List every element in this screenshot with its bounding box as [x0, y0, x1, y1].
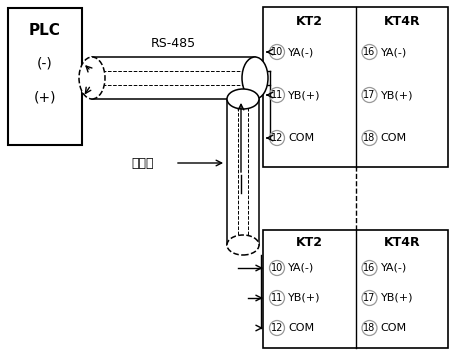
- Text: 18: 18: [364, 133, 376, 143]
- Bar: [8, 8, 82, 145]
- Bar: [92, 57, 255, 99]
- Text: COM: COM: [288, 323, 314, 333]
- Text: YA(-): YA(-): [288, 263, 314, 273]
- Bar: [227, 99, 259, 245]
- Text: 17: 17: [363, 90, 376, 100]
- Text: YB(+): YB(+): [288, 90, 320, 100]
- Text: KT2: KT2: [296, 235, 323, 248]
- Text: 12: 12: [271, 133, 283, 143]
- Text: YA(-): YA(-): [288, 47, 314, 57]
- Text: YA(-): YA(-): [381, 47, 407, 57]
- Text: 11: 11: [271, 90, 283, 100]
- Text: 12: 12: [271, 323, 283, 333]
- Bar: [263, 7, 448, 167]
- Text: COM: COM: [381, 323, 407, 333]
- Text: (+): (+): [34, 90, 56, 104]
- Ellipse shape: [227, 235, 259, 255]
- Text: COM: COM: [288, 133, 314, 143]
- Text: 10: 10: [271, 263, 283, 273]
- Text: KT4R: KT4R: [383, 235, 420, 248]
- Ellipse shape: [79, 57, 105, 99]
- Text: 18: 18: [364, 323, 376, 333]
- Text: 17: 17: [363, 293, 376, 303]
- Text: KT4R: KT4R: [383, 14, 420, 27]
- Text: 10: 10: [271, 47, 283, 57]
- Text: RS-485: RS-485: [151, 37, 196, 50]
- Ellipse shape: [227, 89, 259, 109]
- Text: (-): (-): [37, 56, 53, 70]
- Text: 16: 16: [364, 263, 376, 273]
- Ellipse shape: [242, 57, 268, 99]
- Text: YB(+): YB(+): [381, 293, 413, 303]
- Text: YB(+): YB(+): [381, 90, 413, 100]
- Text: 16: 16: [364, 47, 376, 57]
- Bar: [263, 230, 448, 348]
- Text: KT2: KT2: [296, 14, 323, 27]
- Text: YB(+): YB(+): [288, 293, 320, 303]
- Text: 11: 11: [271, 293, 283, 303]
- Text: 실드선: 실드선: [132, 157, 154, 170]
- Text: COM: COM: [381, 133, 407, 143]
- Text: PLC: PLC: [29, 23, 61, 37]
- Text: YA(-): YA(-): [381, 263, 407, 273]
